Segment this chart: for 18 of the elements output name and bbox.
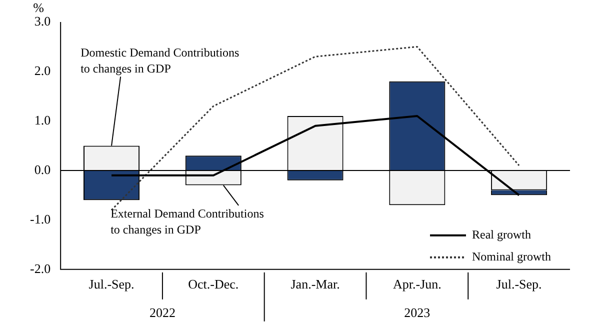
legend-label: Real growth <box>472 228 531 242</box>
y-tick-label: -2.0 <box>30 260 51 276</box>
x-tick-label: Jan.-Mar. <box>290 276 340 292</box>
x-tick-label: Jul.-Sep. <box>496 276 542 292</box>
text: 2023 <box>404 304 430 320</box>
x-tick-label: Oct.-Dec. <box>188 276 239 292</box>
y-tick-label: 0.0 <box>34 162 51 177</box>
y-tick-label: 2.0 <box>34 62 51 78</box>
y-axis-title: % <box>33 0 44 15</box>
annotation: Domestic Demand Contributions to changes in GDP <box>80 46 240 76</box>
x-tick-label: Apr.-Jun. <box>392 276 442 292</box>
y-tick-label: -1.0 <box>30 211 51 226</box>
legend-label: Nominal growth <box>472 250 551 264</box>
annotation: External Demand Contributions to changes in GDP <box>110 206 264 236</box>
x-tick-label: Jul.-Sep. <box>88 276 134 292</box>
y-tick-label: 3.0 <box>34 13 51 28</box>
text: 2022 <box>149 304 176 320</box>
y-tick-label: 1.0 <box>34 112 51 128</box>
